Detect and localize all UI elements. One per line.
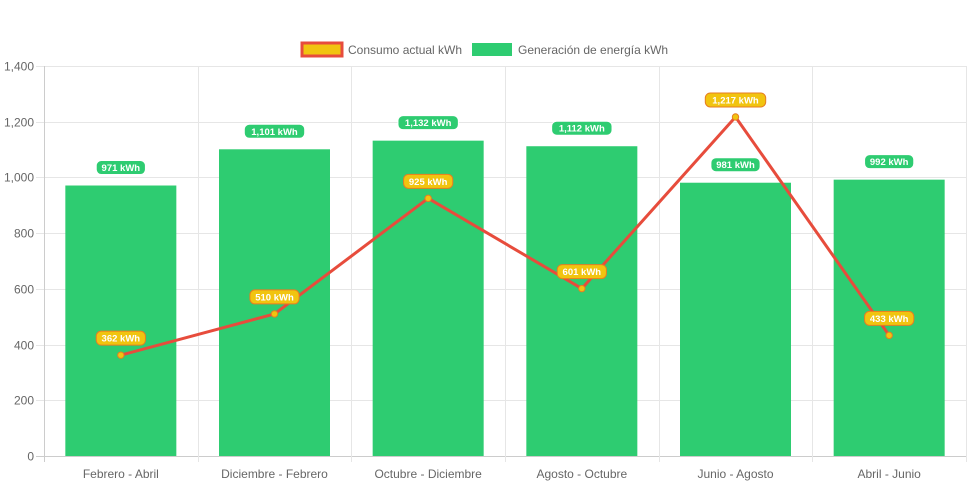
line-point[interactable] bbox=[424, 194, 432, 203]
legend-swatch-generacion bbox=[472, 43, 512, 56]
axes: 0 200 400 600 800 1,000 1,200 1,400 Febrero - Ab… bbox=[4, 60, 921, 482]
bar-data-label: 1,101 kWh bbox=[251, 127, 298, 138]
bar[interactable] bbox=[372, 140, 484, 456]
x-tick-label: Abril - Junio bbox=[857, 467, 921, 481]
bar[interactable] bbox=[680, 182, 791, 456]
legend-label-consumo: Consumo actual kWh bbox=[348, 43, 462, 57]
x-tick-label: Diciembre - Febrero bbox=[221, 467, 328, 481]
line-data-label: 601 kWh bbox=[563, 267, 602, 278]
legend-item-consumo[interactable]: Consumo actual kWh bbox=[300, 41, 462, 58]
y-tick-label: 400 bbox=[14, 339, 34, 353]
x-tick-label: Agosto - Octubre bbox=[536, 467, 627, 481]
line-point[interactable] bbox=[885, 331, 893, 340]
x-tick-label: Octubre - Diciembre bbox=[374, 467, 482, 481]
bar-data-label-bg bbox=[710, 157, 761, 173]
line-point[interactable] bbox=[578, 284, 586, 293]
line-data-label: 1,217 kWh bbox=[712, 95, 759, 106]
x-tick-label: Febrero - Abril bbox=[83, 467, 159, 481]
line-path bbox=[120, 115, 891, 357]
y-tick-label: 1,000 bbox=[4, 171, 34, 185]
x-tick-label: Junio - Agosto bbox=[697, 467, 773, 481]
bar-data-label: 971 kWh bbox=[102, 163, 141, 174]
bar-data-label: 1,112 kWh bbox=[559, 124, 605, 135]
line-data-label-bg bbox=[249, 289, 300, 305]
y-tick-label: 600 bbox=[14, 283, 34, 297]
bar[interactable] bbox=[65, 185, 177, 456]
legend-label-generacion: Generación de energía kWh bbox=[518, 43, 668, 57]
bar-data-label: 981 kWh bbox=[716, 160, 755, 171]
line-data-label-bg bbox=[704, 92, 767, 108]
data-labels: 971 kWh 1,101 kWh 1,132 kWh 1,112 kWh 981 kW… bbox=[95, 92, 915, 346]
line-data-label: 925 kWh bbox=[409, 177, 448, 188]
line-point[interactable] bbox=[117, 351, 125, 359]
bar-data-label: 992 kWh bbox=[870, 157, 909, 168]
bar-data-label-bg bbox=[551, 120, 613, 136]
bar-data-label-bg bbox=[95, 160, 146, 176]
bar-data-label-bg bbox=[243, 123, 306, 139]
line-data-label: 433 kWh bbox=[870, 314, 909, 325]
bar-data-label-bg bbox=[397, 115, 459, 131]
line-data-label-bg bbox=[95, 330, 146, 346]
line-data-label-bg bbox=[403, 173, 454, 189]
legend: Consumo actual kWh Generación de energía… bbox=[300, 41, 668, 58]
line-point[interactable] bbox=[270, 310, 279, 318]
line-data-label-bg bbox=[864, 310, 915, 326]
grid bbox=[36, 66, 967, 462]
bar-data-label: 1,132 kWh bbox=[405, 118, 452, 129]
bar[interactable] bbox=[526, 146, 638, 456]
bar-series bbox=[65, 140, 945, 457]
legend-swatch-consumo bbox=[300, 41, 344, 58]
y-tick-label: 1,400 bbox=[4, 60, 34, 74]
y-tick-label: 800 bbox=[14, 227, 34, 241]
line-series bbox=[117, 113, 893, 359]
line-point[interactable] bbox=[731, 113, 740, 121]
y-tick-label: 200 bbox=[14, 394, 34, 408]
line-data-label: 362 kWh bbox=[102, 334, 141, 345]
y-tick-label: 0 bbox=[27, 450, 34, 464]
line-data-label: 510 kWh bbox=[255, 292, 294, 303]
y-tick-label: 1,200 bbox=[4, 116, 34, 130]
legend-item-generacion[interactable]: Generación de energía kWh bbox=[472, 43, 668, 57]
line-data-label-bg bbox=[556, 264, 607, 280]
bar-data-label-bg bbox=[864, 154, 915, 170]
